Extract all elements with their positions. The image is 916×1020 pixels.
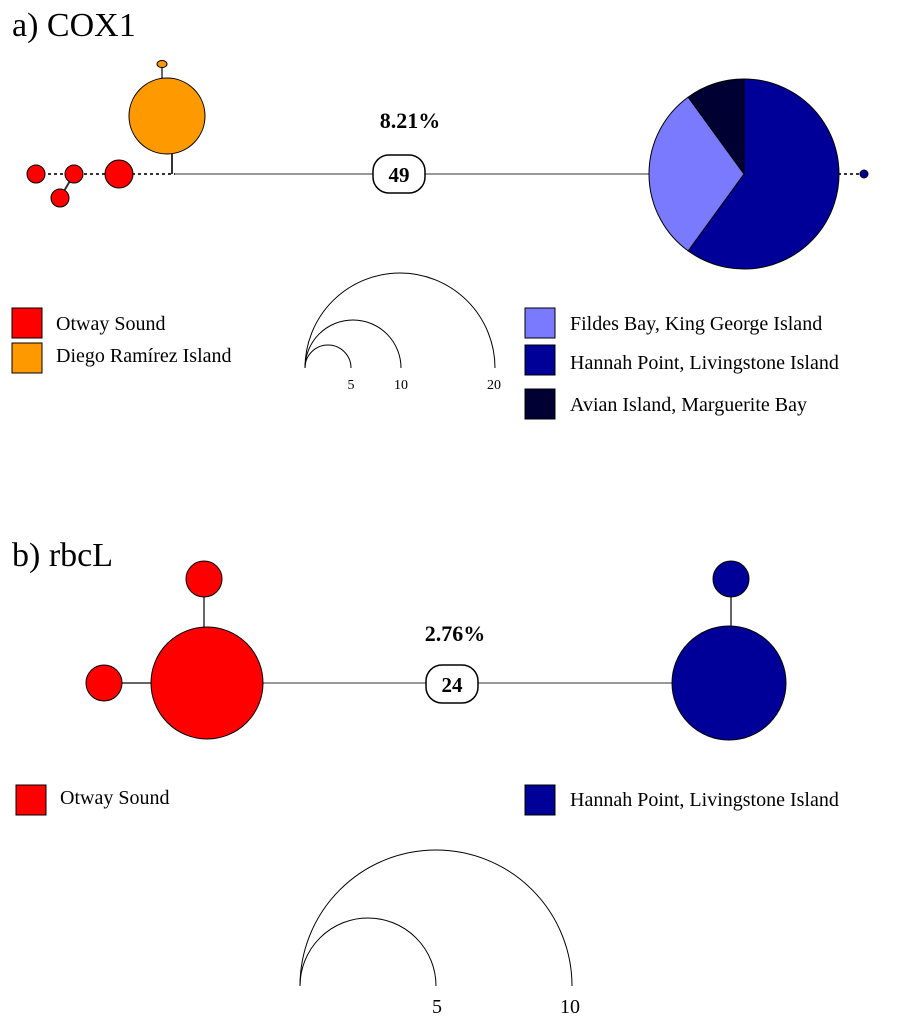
legend-label: Otway Sound — [56, 313, 165, 335]
cox1-otway-haplotype — [50, 188, 70, 208]
legend-label: Avian Island, Marguerite Bay — [570, 394, 807, 416]
legend-label: Otway Sound — [60, 787, 169, 809]
rbcl-mutation-count: 24 — [442, 673, 464, 697]
pie-slice-fildes — [648, 96, 745, 252]
cox1-scale-arcs — [304, 272, 496, 369]
rbcl-hannah-haplotype-main — [671, 625, 787, 741]
cox1-hannah-haplotype-small — [859, 169, 869, 179]
rbcl-otway-haplotype-main — [150, 626, 264, 740]
legend-swatch-avian — [524, 388, 556, 420]
legend-swatch-otway — [11, 307, 43, 339]
cox1-otway-haplotype — [26, 164, 46, 184]
rbcl-hannah-haplotype — [712, 560, 750, 598]
scale-arc-20 — [304, 272, 496, 369]
scale-label: 10 — [394, 378, 408, 393]
legend-label: Fildes Bay, King George Island — [570, 313, 822, 335]
scale-label: 20 — [487, 378, 501, 393]
legend-label: Hannah Point, Livingstone Island — [570, 789, 839, 811]
legend-swatch-diego — [11, 342, 43, 374]
rbcl-mutation-box — [425, 664, 479, 704]
scale-arc-5 — [304, 344, 352, 369]
panel-b-title: b) rbcL — [12, 537, 113, 574]
panel-a-title: a) COX1 — [12, 7, 136, 44]
legend-label: Hannah Point, Livingstone Island — [570, 352, 839, 374]
scale-arc-5 — [299, 917, 437, 987]
rbcl-otway-haplotype — [85, 664, 123, 702]
cox1-diego-haplotype — [128, 77, 206, 155]
scale-arc-10 — [304, 319, 402, 369]
cox1-otway-haplotype — [104, 159, 134, 189]
pie-slice-avian — [687, 78, 745, 176]
scale-label: 5 — [348, 378, 355, 393]
legend-swatch-hannah — [524, 784, 556, 816]
rbcl-scale-arcs — [299, 849, 573, 987]
cox1-divergence-label: 8.21% — [380, 108, 441, 133]
cox1-antarctic-pie — [648, 78, 840, 270]
scale-label: 5 — [432, 996, 442, 1018]
cox1-otway-haplotype — [64, 164, 84, 184]
cox1-diego-haplotype-small — [156, 60, 168, 68]
cox1-mutation-box — [372, 154, 426, 194]
legend-swatch-hannah — [524, 344, 556, 376]
legend-label: Diego Ramírez Island — [56, 345, 232, 367]
rbcl-divergence-label: 2.76% — [425, 621, 486, 646]
scale-arc-10 — [299, 849, 573, 987]
legend-swatch-fildes — [524, 307, 556, 339]
legend-swatch-otway — [15, 784, 47, 816]
cox1-mutation-count: 49 — [389, 163, 410, 187]
rbcl-otway-haplotype — [185, 560, 223, 598]
pie-slice-hannah — [687, 78, 840, 270]
scale-label: 10 — [560, 996, 580, 1018]
